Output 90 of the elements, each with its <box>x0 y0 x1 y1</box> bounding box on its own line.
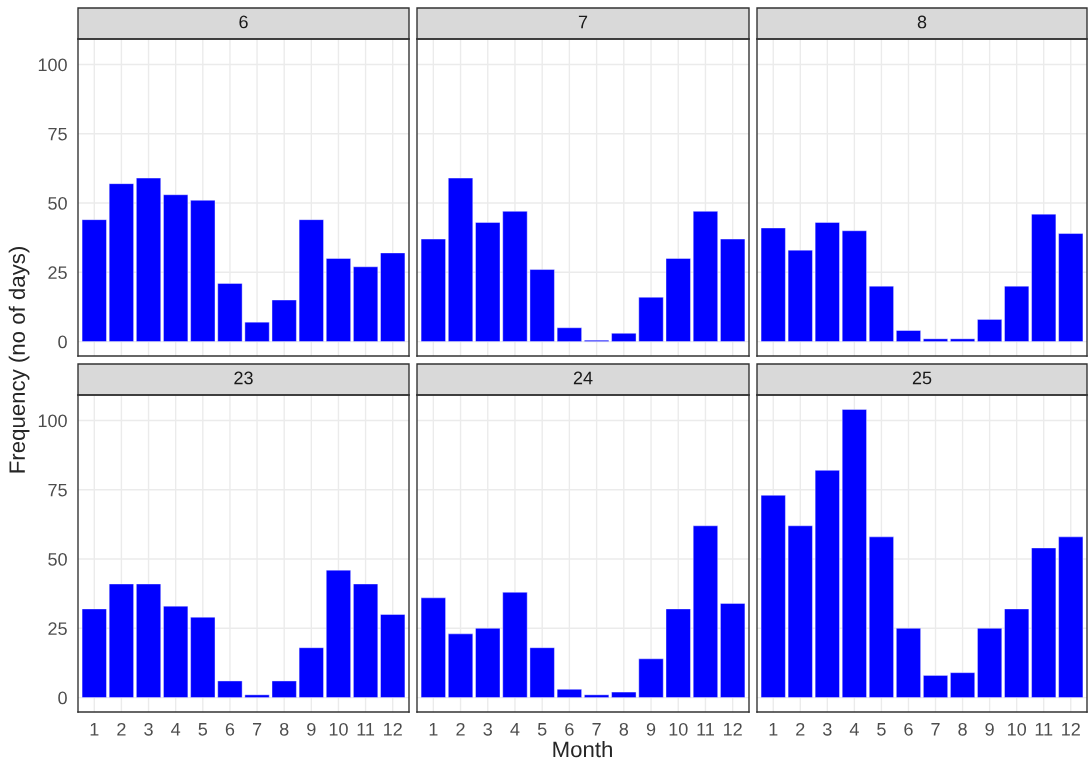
bar <box>950 338 975 342</box>
bar <box>841 230 867 342</box>
bar <box>720 603 746 698</box>
y-tick-label: 0 <box>58 335 67 349</box>
y-tick-label: 100 <box>38 414 67 428</box>
x-tick-label: 9 <box>985 722 994 736</box>
x-tick-label: 1 <box>429 723 438 736</box>
bar <box>380 252 406 342</box>
bar <box>136 177 161 342</box>
bar <box>923 675 948 698</box>
y-tick-label: 100 <box>38 58 67 72</box>
chart-title: 8 <box>917 15 927 29</box>
x-tick-label: 6 <box>904 722 913 736</box>
bar <box>814 222 840 342</box>
y-tick-label: 25 <box>48 622 67 636</box>
x-tick-label: 5 <box>537 723 547 736</box>
bar <box>81 608 107 698</box>
y-tick-label: 50 <box>48 552 67 566</box>
x-tick-label: 7 <box>252 723 262 736</box>
x-tick-label: 3 <box>483 722 492 736</box>
bar <box>420 238 446 342</box>
x-tick-label: 9 <box>646 722 656 736</box>
bar <box>814 470 840 698</box>
x-tick-label: 3 <box>823 722 832 736</box>
chart-title: 6 <box>239 15 248 29</box>
x-tick-label: 5 <box>198 723 208 736</box>
bar <box>720 238 746 342</box>
y-tick-label: 0 <box>58 691 67 705</box>
bar <box>353 583 379 698</box>
y-tick-label: 75 <box>48 483 67 497</box>
x-tick-label: 4 <box>510 723 520 736</box>
bar <box>136 583 161 698</box>
bar <box>448 633 473 698</box>
bar <box>81 219 107 342</box>
y-tick-label: 50 <box>48 196 67 210</box>
bar <box>1004 285 1030 342</box>
x-tick-label: 11 <box>1035 723 1053 736</box>
x-axis-title: Month <box>553 740 612 758</box>
bar <box>923 338 948 342</box>
bar <box>108 583 134 698</box>
bar <box>420 597 446 698</box>
bar <box>326 258 351 342</box>
bar <box>380 614 406 698</box>
x-tick-label: 9 <box>307 722 316 736</box>
x-tick-label: 4 <box>171 723 181 736</box>
x-tick-label: 7 <box>592 723 601 736</box>
chart-title: 23 <box>234 371 253 385</box>
bar <box>977 319 1003 342</box>
x-tick-label: 2 <box>117 722 126 736</box>
x-tick-label: 8 <box>279 722 289 736</box>
bar <box>869 536 894 698</box>
x-tick-label: 6 <box>225 722 235 736</box>
x-tick-label: 11 <box>697 723 714 736</box>
x-tick-label: 12 <box>384 722 402 736</box>
x-tick-label: 2 <box>456 722 465 736</box>
x-tick-label: 10 <box>1008 722 1027 736</box>
x-tick-label: 1 <box>90 723 99 736</box>
bar <box>448 177 473 342</box>
x-tick-label: 10 <box>329 722 348 736</box>
x-tick-label: 12 <box>724 722 742 736</box>
bar <box>896 628 921 698</box>
x-tick-label: 12 <box>1062 722 1080 736</box>
y-axis-title: Frequency (no of days) <box>8 247 30 473</box>
x-tick-label: 8 <box>619 722 629 736</box>
bar <box>869 285 894 342</box>
chart-title: 25 <box>912 371 932 385</box>
bar <box>693 211 718 342</box>
x-tick-label: 7 <box>931 723 940 736</box>
chart-title: 24 <box>573 371 593 385</box>
bar <box>326 569 351 698</box>
x-tick-label: 3 <box>144 722 153 736</box>
bar <box>108 183 134 342</box>
x-tick-label: 1 <box>769 723 778 736</box>
bar <box>1004 608 1030 698</box>
bar <box>693 525 718 698</box>
x-tick-label: 6 <box>565 722 574 736</box>
x-tick-label: 5 <box>877 723 886 736</box>
bar <box>950 672 975 698</box>
bar <box>353 266 379 342</box>
x-tick-label: 4 <box>849 723 859 736</box>
x-tick-label: 2 <box>796 722 805 736</box>
x-tick-label: 8 <box>958 722 967 736</box>
x-tick-label: 11 <box>357 723 375 736</box>
bar <box>896 330 921 342</box>
chart-title: 7 <box>578 15 588 29</box>
bar <box>841 409 867 698</box>
y-tick-label: 25 <box>48 266 67 280</box>
y-tick-label: 75 <box>48 127 67 141</box>
x-tick-label: 10 <box>669 722 688 736</box>
bar <box>977 628 1003 698</box>
